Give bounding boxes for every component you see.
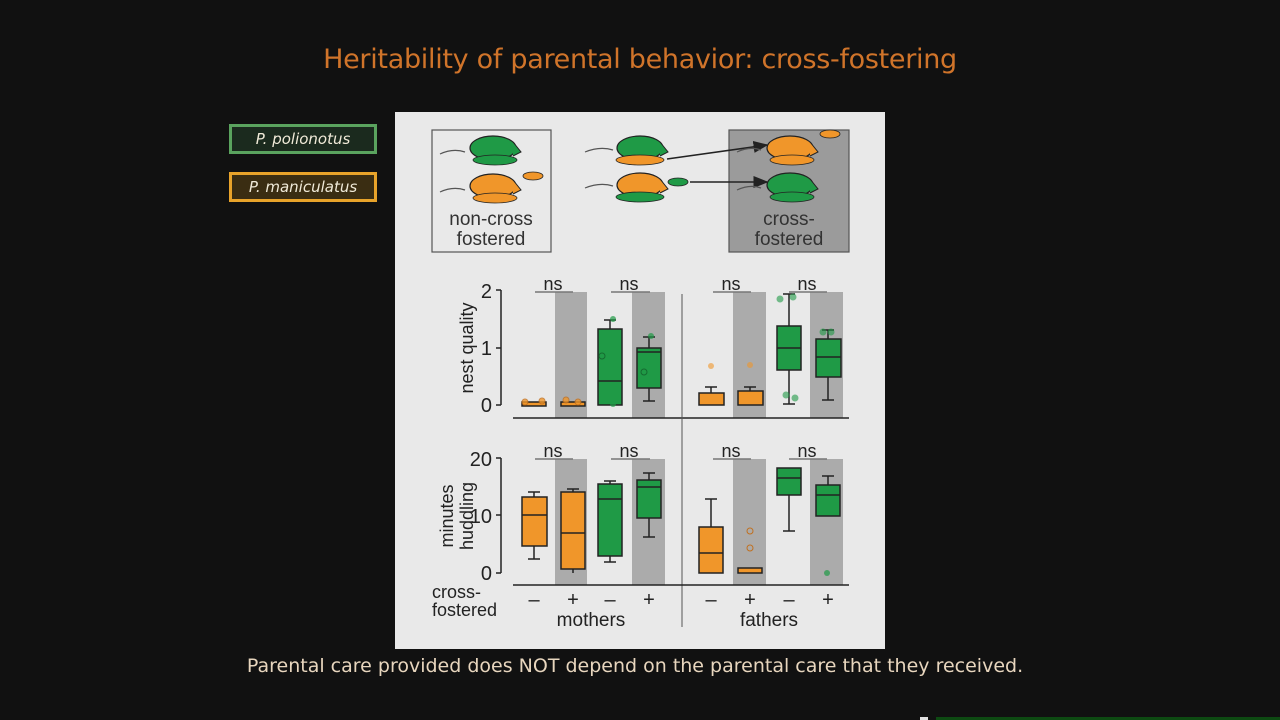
fostered-label: fostered [755, 229, 824, 250]
mouse-icon [584, 172, 689, 203]
mothers-label: mothers [557, 610, 626, 631]
ytick-label: 20 [470, 449, 492, 471]
box-plot [698, 526, 724, 574]
non-cross-label: non-cross [449, 209, 532, 230]
box-plot [776, 467, 802, 496]
mouse-icon [736, 172, 819, 203]
x-label-minus: – [705, 589, 717, 611]
x-label-plus: + [744, 589, 756, 611]
legend-p-maniculatus: P. maniculatus [229, 172, 377, 202]
cross-fostered-label: cross- [432, 582, 481, 602]
box-plot [737, 390, 764, 406]
box-plot [698, 392, 725, 406]
ytick-label: 0 [481, 395, 492, 417]
box-plot [597, 328, 623, 406]
ns-label: ns [721, 441, 740, 461]
box-plot [597, 483, 623, 557]
mouse-icon [439, 171, 544, 204]
x-label-minus: – [604, 589, 616, 611]
legend-p-polionotus: P. polionotus [229, 124, 377, 154]
ns-label: ns [543, 441, 562, 461]
box-plot [560, 401, 586, 407]
mouse-icon [736, 129, 841, 166]
ytick-label: 2 [481, 281, 492, 303]
box-plot [815, 484, 841, 517]
mouse-icon [584, 135, 669, 166]
x-label-minus: – [783, 589, 795, 611]
ns-label: ns [619, 441, 638, 461]
ns-label: ns [619, 274, 638, 294]
ns-label: ns [721, 274, 740, 294]
cursor-mark [920, 717, 928, 720]
box-plot [636, 479, 662, 519]
nest-quality-chart: 2 1 0 nest quality ns ns ns ns [457, 274, 849, 419]
schematic: non-cross fostered [431, 129, 850, 253]
ns-label: ns [543, 274, 562, 294]
outlier-point [824, 570, 830, 576]
minutes-huddling-chart: 20 10 0 minutes huddling ns ns ns ns [432, 441, 849, 631]
ytick-label: 10 [470, 506, 492, 528]
ytick-label: 0 [481, 563, 492, 585]
x-label-plus: + [643, 589, 655, 611]
arrow-icon [666, 140, 769, 160]
box-plot [521, 496, 548, 547]
slide-title: Heritability of parental behavior: cross… [323, 44, 957, 75]
cross-label: cross- [763, 209, 815, 230]
slide-caption: Parental care provided does NOT depend o… [246, 655, 1024, 677]
x-label-plus: + [567, 589, 579, 611]
box-plot [560, 491, 586, 570]
box-plot [737, 567, 763, 574]
y-axis-label: minutes [437, 484, 457, 547]
y-axis-label: nest quality [457, 302, 477, 393]
fostered-label: fostered [457, 229, 526, 250]
box-plot [636, 347, 662, 389]
progress-bar [936, 717, 1280, 720]
mouse-icon [439, 135, 522, 166]
ns-label: ns [797, 274, 816, 294]
x-label-minus: – [528, 589, 540, 611]
x-label-plus: + [822, 589, 834, 611]
y-axis-label: huddling [457, 482, 477, 550]
box-plot [815, 338, 842, 378]
cross-fostered-label: fostered [432, 600, 497, 620]
ns-label: ns [797, 441, 816, 461]
ytick-label: 1 [481, 338, 492, 360]
fathers-label: fathers [740, 610, 798, 631]
box-plot [521, 401, 547, 407]
figure-panel: non-cross fostered [395, 112, 885, 649]
